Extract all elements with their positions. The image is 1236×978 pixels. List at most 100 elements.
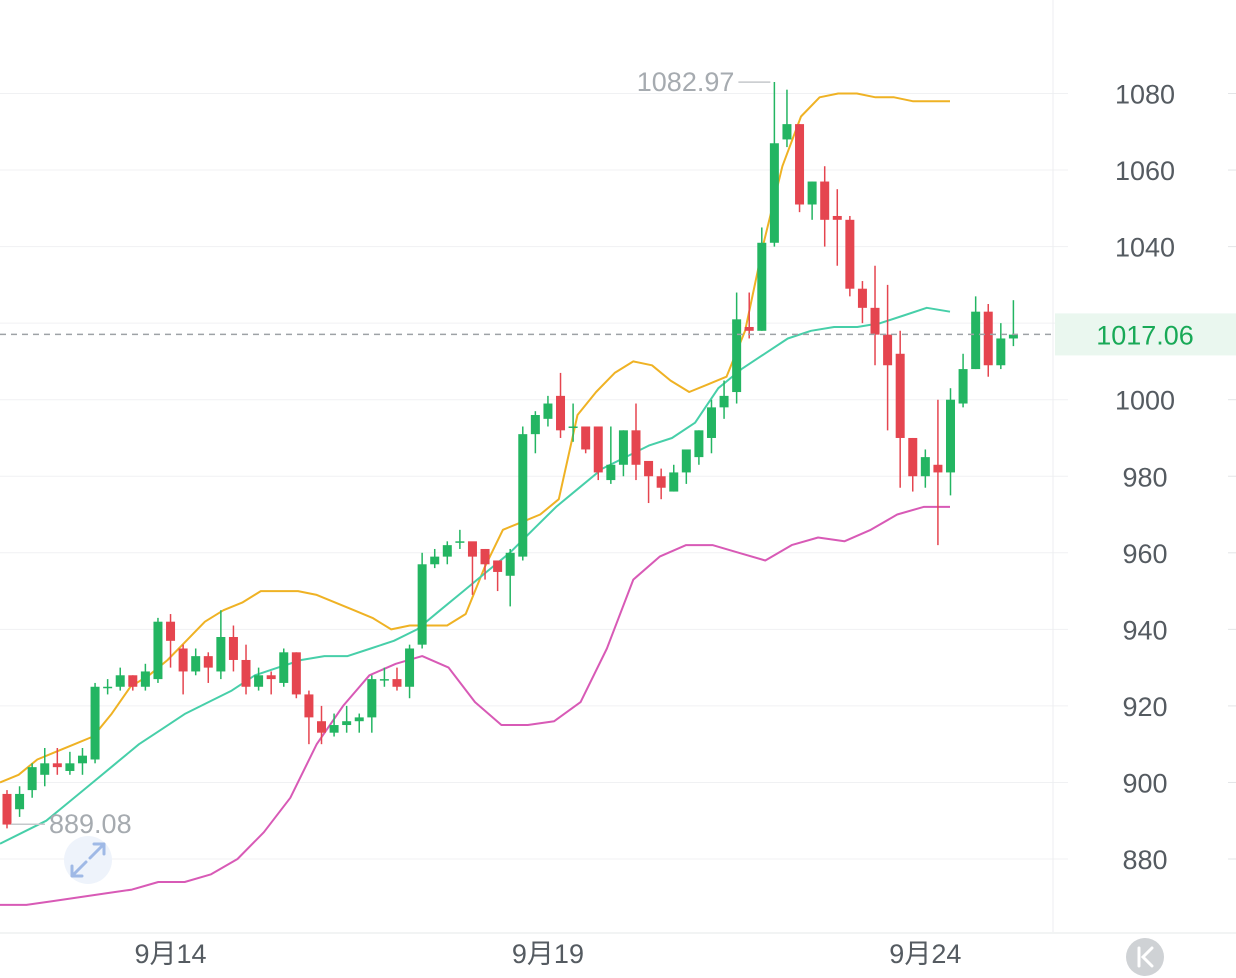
- candle-up: [367, 675, 377, 733]
- candle-up: [115, 667, 125, 691]
- candle-body: [40, 763, 50, 775]
- candle-up: [153, 617, 163, 683]
- y-tick-label: 960: [1122, 539, 1167, 569]
- low-marker-label: 889.08: [49, 809, 132, 839]
- candle-up: [618, 430, 628, 477]
- candle-body: [581, 426, 591, 450]
- candle-body: [279, 652, 289, 683]
- candle-up: [543, 395, 553, 427]
- candle-body: [304, 694, 314, 718]
- candle-up: [669, 464, 679, 492]
- candle-down: [933, 399, 943, 546]
- candle-body: [820, 181, 830, 220]
- candle-body: [681, 449, 691, 473]
- candle-up: [732, 292, 742, 404]
- y-axis-ticks: 88090092094096098010001020104010601080: [1115, 80, 1175, 876]
- candle-body: [908, 437, 918, 477]
- candle-up: [27, 763, 37, 798]
- candle-body: [618, 430, 628, 465]
- candle-down: [644, 460, 654, 504]
- candle-body: [757, 242, 767, 331]
- candle-down: [631, 403, 641, 481]
- candle-body: [719, 395, 729, 408]
- candle-body: [467, 541, 477, 557]
- candle-up: [90, 682, 100, 764]
- candle-body: [342, 721, 352, 726]
- y-tick-label: 1060: [1115, 156, 1175, 186]
- candle-body: [166, 621, 176, 641]
- candle-body: [379, 679, 389, 681]
- candle-down: [581, 426, 591, 454]
- candle-up: [971, 296, 981, 370]
- candle-up: [40, 748, 50, 787]
- candle-down: [266, 671, 276, 695]
- candle-body: [530, 415, 540, 435]
- candle-up: [216, 610, 226, 680]
- candle-down: [178, 644, 188, 695]
- y-tick-label: 900: [1122, 768, 1167, 798]
- candle-down: [467, 541, 477, 595]
- candle-down: [228, 625, 238, 672]
- x-tick-label: 9月14: [135, 939, 207, 969]
- candle-body: [392, 679, 402, 687]
- candle-up: [996, 323, 1006, 370]
- last-price-label: 1017.06: [1096, 320, 1194, 350]
- y-tick-label: 880: [1122, 845, 1167, 875]
- candle-body: [769, 143, 779, 243]
- candle-body: [845, 219, 855, 289]
- candle-body: [178, 648, 188, 672]
- candles: [2, 82, 1018, 829]
- candle-body: [933, 464, 943, 473]
- candle-up: [354, 713, 364, 733]
- candle-body: [128, 675, 138, 687]
- candle-up: [606, 426, 616, 484]
- candle-up: [279, 648, 289, 687]
- scroll-to-latest-button[interactable]: [1126, 938, 1164, 976]
- candle-down: [480, 548, 490, 580]
- candle-down: [304, 690, 314, 745]
- candle-down: [820, 166, 830, 247]
- candle-body: [65, 763, 75, 771]
- candle-body: [971, 311, 981, 370]
- candle-up: [191, 648, 201, 676]
- candle-body: [140, 671, 150, 687]
- candle-up: [694, 430, 704, 465]
- candle-body: [90, 686, 100, 760]
- candle-up: [505, 548, 515, 607]
- candle-body: [807, 181, 817, 205]
- expand-icon[interactable]: [64, 836, 112, 884]
- candle-body: [480, 548, 490, 565]
- candle-up: [757, 227, 767, 331]
- candle-body: [706, 407, 716, 438]
- y-tick-label: 1040: [1115, 233, 1175, 263]
- candle-body: [996, 338, 1006, 366]
- candle-down: [895, 330, 905, 488]
- last-price-badge: [1055, 313, 1236, 356]
- candle-up: [342, 705, 352, 733]
- x-tick-label: 9月19: [512, 939, 584, 969]
- candle-up: [920, 449, 930, 488]
- candle-body: [15, 793, 25, 810]
- y-tick-label: 980: [1122, 462, 1167, 492]
- candle-body: [455, 541, 465, 543]
- candle-up: [254, 667, 264, 691]
- candle-body: [732, 319, 742, 393]
- candle-body: [241, 659, 251, 687]
- candle-down: [883, 284, 893, 431]
- candle-down: [166, 614, 176, 668]
- candle-down: [392, 667, 402, 691]
- candle-body: [883, 334, 893, 366]
- candle-down: [241, 644, 251, 695]
- candle-up: [430, 548, 440, 569]
- candle-body: [895, 353, 905, 438]
- candle-up: [706, 399, 716, 454]
- candle-body: [958, 369, 968, 404]
- grid-lines: [0, 93, 1236, 860]
- y-tick-label: 1080: [1115, 80, 1175, 110]
- candle-body: [317, 721, 326, 733]
- candle-up: [681, 449, 691, 484]
- candle-up: [455, 529, 465, 549]
- candle-up: [530, 411, 540, 454]
- candle-body: [870, 307, 880, 335]
